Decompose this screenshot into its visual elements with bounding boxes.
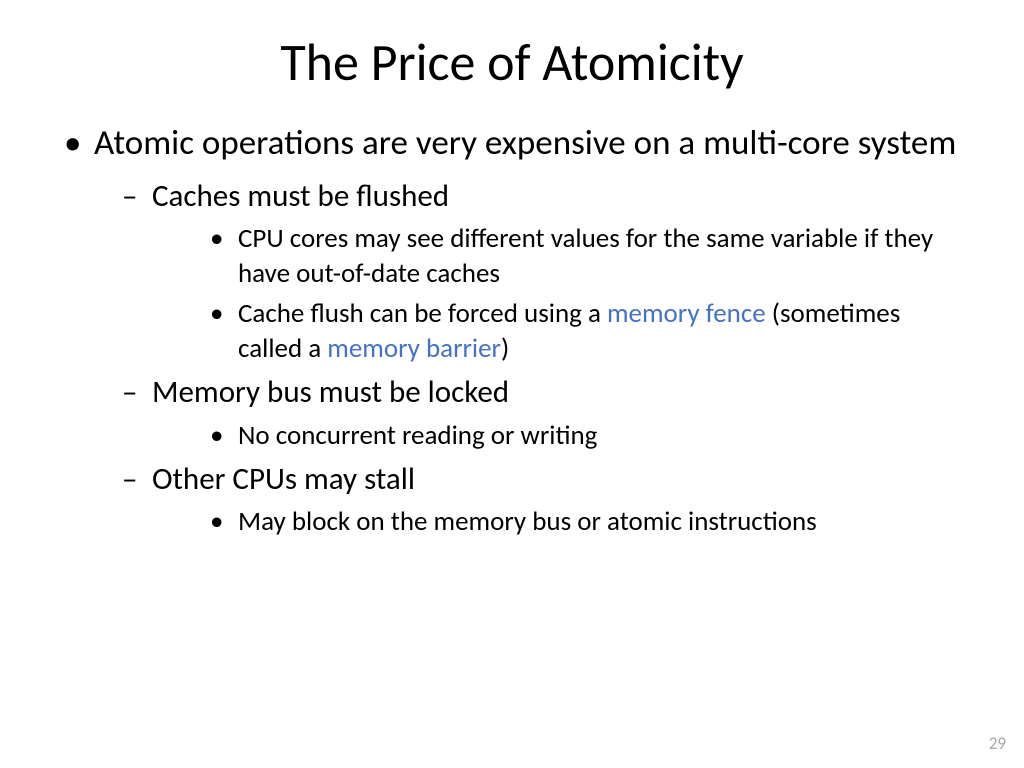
bullet-text: Memory bus must be locked — [152, 373, 509, 411]
bullet-list-l3: No concurrent reading or writing — [152, 419, 964, 454]
bullet-l3: CPU cores may see different values for t… — [152, 222, 964, 291]
bullet-l3: Cache flush can be forced using a memory… — [152, 297, 964, 366]
bullet-text: Other CPUs may stall — [152, 460, 415, 498]
bullet-l1: Atomic operations are very expensive on … — [60, 122, 964, 540]
bullet-list-l3: CPU cores may see different values for t… — [152, 222, 964, 366]
bullet-l3: No concurrent reading or writing — [152, 419, 964, 454]
bullet-text-part: Cache flush can be forced using a — [238, 297, 607, 330]
bullet-text: Caches must be flushed — [152, 177, 449, 215]
bullet-list-l2: Caches must be flushed CPU cores may see… — [94, 176, 964, 540]
bullet-l2: Other CPUs may stall May block on the me… — [94, 459, 964, 540]
bullet-text: No concurrent reading or writing — [238, 419, 597, 452]
bullet-list: Atomic operations are very expensive on … — [60, 122, 964, 540]
bullet-l2: Caches must be flushed CPU cores may see… — [94, 176, 964, 366]
bullet-text: CPU cores may see different values for t… — [238, 222, 933, 290]
page-number: 29 — [989, 733, 1006, 754]
highlight-term: memory barrier — [327, 332, 501, 365]
bullet-text: Atomic operations are very expensive on … — [94, 122, 956, 164]
bullet-list-l3: May block on the memory bus or atomic in… — [152, 505, 964, 540]
slide: The Price of Atomicity Atomic operations… — [0, 0, 1024, 768]
slide-title: The Price of Atomicity — [60, 30, 964, 94]
bullet-l3: May block on the memory bus or atomic in… — [152, 505, 964, 540]
bullet-text: May block on the memory bus or atomic in… — [238, 505, 817, 538]
highlight-term: memory fence — [607, 297, 766, 330]
bullet-l2: Memory bus must be locked No concurrent … — [94, 372, 964, 453]
bullet-text-part: ) — [501, 332, 509, 365]
